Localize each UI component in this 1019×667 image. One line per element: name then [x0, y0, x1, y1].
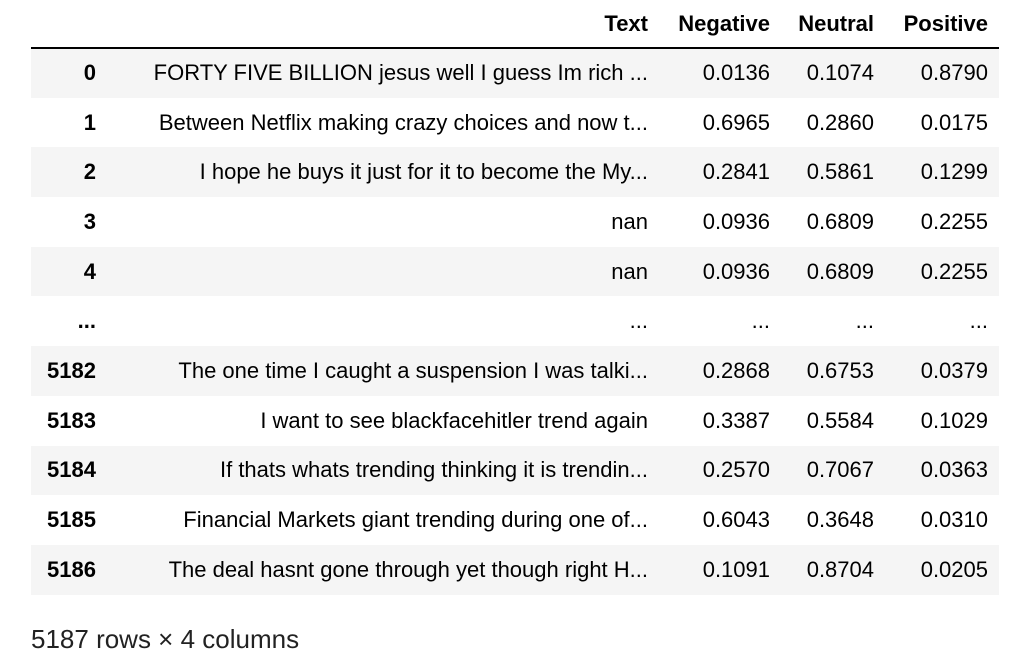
table-row: 5183 I want to see blackfacehitler trend … [31, 396, 999, 446]
cell-negative: 0.0936 [702, 258, 770, 284]
cell-neutral: 0.5584 [806, 407, 874, 433]
column-header-text: Text [107, 0, 659, 49]
cell-positive: ... [969, 308, 988, 334]
cell-text: FORTY FIVE BILLION jesus well I guess Im… [153, 60, 648, 86]
cell-negative: 0.0936 [702, 208, 770, 234]
cell-neutral: 0.3648 [806, 507, 874, 533]
cell-text: ... [629, 308, 648, 334]
table-row: 5185 Financial Markets giant trending dur… [31, 495, 999, 545]
row-index: 0 [83, 60, 96, 86]
dataframe-table: Text Negative Neutral Positive 0 FORTY FI… [31, 0, 999, 595]
cell-negative: 0.2570 [702, 457, 770, 483]
cell-positive: 0.0310 [920, 507, 988, 533]
cell-negative: 0.0136 [702, 60, 770, 86]
cell-text: I want to see blackfacehitler trend agai… [260, 407, 648, 433]
column-header-positive: Positive [885, 0, 999, 49]
cell-negative: 0.1091 [702, 556, 770, 582]
cell-neutral: 0.6753 [806, 357, 874, 383]
dataframe-shape-caption: 5187 rows × 4 columns [31, 624, 300, 654]
dataframe-output: Text Negative Neutral Positive 0 FORTY FI… [31, 0, 999, 595]
table-row: 5186 The deal hasnt gone through yet thou… [31, 544, 999, 595]
cell-negative: 0.3387 [702, 407, 770, 433]
row-index: 3 [83, 208, 96, 234]
cell-neutral: 0.6809 [806, 208, 874, 234]
cell-text: If thats whats trending thinking it is t… [219, 457, 648, 483]
row-index: 5185 [47, 507, 96, 533]
cell-neutral: 0.8704 [806, 556, 874, 582]
cell-text: Financial Markets giant trending during … [183, 507, 648, 533]
cell-text: nan [611, 258, 648, 284]
cell-negative: 0.6043 [702, 507, 770, 533]
cell-positive: 0.2255 [920, 258, 988, 284]
cell-negative: 0.2868 [702, 357, 770, 383]
table-row: 5184 If thats whats trending thinking it … [31, 445, 999, 496]
cell-positive: 0.0205 [920, 556, 988, 582]
row-index: 2 [83, 159, 96, 185]
cell-text: The deal hasnt gone through yet though r… [168, 556, 648, 582]
table-row: 2 I hope he buys it just for it to become… [31, 147, 999, 198]
cell-neutral: 0.7067 [806, 457, 874, 483]
cell-positive: 0.8790 [920, 60, 988, 86]
table-row: 4 nan 0.0936 0.6809 0.2255 [31, 246, 999, 297]
table-row: 5182 The one time I caught a suspension I… [31, 346, 999, 396]
cell-positive: 0.1299 [920, 159, 988, 185]
cell-neutral: 0.2860 [806, 109, 874, 135]
cell-neutral: 0.5861 [806, 159, 874, 185]
cell-positive: 0.2255 [920, 208, 988, 234]
row-index: ... [77, 308, 96, 334]
cell-neutral: 0.1074 [806, 60, 874, 86]
cell-text: The one time I caught a suspension I was… [178, 357, 648, 383]
row-index: 4 [83, 258, 96, 284]
cell-negative: ... [751, 308, 770, 334]
cell-positive: 0.0175 [920, 109, 988, 135]
column-header-neutral: Neutral [781, 0, 885, 49]
row-index: 5182 [47, 357, 96, 383]
cell-neutral: ... [855, 308, 874, 334]
cell-text: Between Netflix making crazy choices and… [158, 109, 648, 135]
row-index: 1 [83, 109, 96, 135]
row-index: 5186 [47, 556, 96, 582]
cell-negative: 0.6965 [702, 109, 770, 135]
header-row: Text Negative Neutral Positive [31, 0, 999, 49]
table-row: 1 Between Netflix making crazy choices an… [31, 98, 999, 148]
table-row: 0 FORTY FIVE BILLION jesus well I guess I… [31, 48, 999, 98]
column-header-index [31, 0, 107, 49]
table-body: 0 FORTY FIVE BILLION jesus well I guess I… [31, 48, 999, 595]
cell-positive: 0.1029 [920, 407, 988, 433]
cell-neutral: 0.6809 [806, 258, 874, 284]
cell-text: I hope he buys it just for it to become … [199, 159, 648, 185]
row-index: 5184 [47, 457, 96, 483]
table-row: ............... [31, 296, 999, 346]
row-index: 5183 [47, 407, 96, 433]
cell-positive: 0.0379 [920, 357, 988, 383]
cell-text: nan [611, 208, 648, 234]
table-row: 3 nan 0.0936 0.6809 0.2255 [31, 197, 999, 247]
cell-negative: 0.2841 [702, 159, 770, 185]
cell-positive: 0.0363 [920, 457, 988, 483]
column-header-negative: Negative [659, 0, 781, 49]
